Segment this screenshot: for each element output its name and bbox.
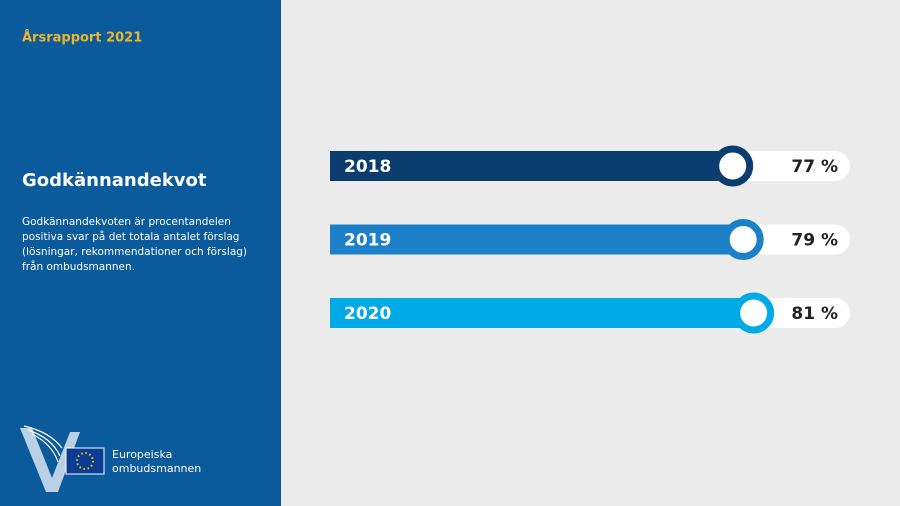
description-line: Godkännandekvoten är procentandelen: [22, 216, 231, 228]
category-label: 2020: [344, 304, 391, 324]
description-line: positiva svar på det totala antalet förs…: [22, 230, 239, 243]
value-label: 77 %: [791, 157, 838, 177]
bar: [330, 298, 754, 328]
logo-lines: [23, 425, 63, 463]
eu-stars: [76, 452, 94, 470]
plot: 2018 77 % 2019 79 % 2020 81 %: [330, 145, 850, 334]
description-line: (lösningar, rekommendationer och förslag…: [22, 246, 247, 258]
logo-mark: [20, 428, 80, 492]
bar-end-marker: [712, 145, 754, 187]
category-label: 2019: [344, 231, 391, 251]
category-label: 2018: [344, 157, 391, 177]
bar-end-marker: [722, 219, 764, 260]
value-label: 79 %: [791, 231, 838, 251]
logo-text: ombudsmannen: [112, 462, 201, 475]
report-label: Årsrapport 2021: [22, 30, 142, 46]
logo: Europeiska ombudsmannen: [20, 425, 201, 492]
description-line: från ombudsmannen.: [22, 260, 135, 273]
bar: [330, 224, 744, 255]
eu-flag: [65, 447, 105, 475]
logo-text: Europeiska: [112, 448, 172, 461]
value-label: 81 %: [791, 304, 838, 324]
side-panel: [0, 0, 281, 506]
bar: [330, 151, 733, 181]
bar-end-marker: [733, 292, 775, 334]
chart-title: Godkännandekvot: [22, 170, 207, 191]
